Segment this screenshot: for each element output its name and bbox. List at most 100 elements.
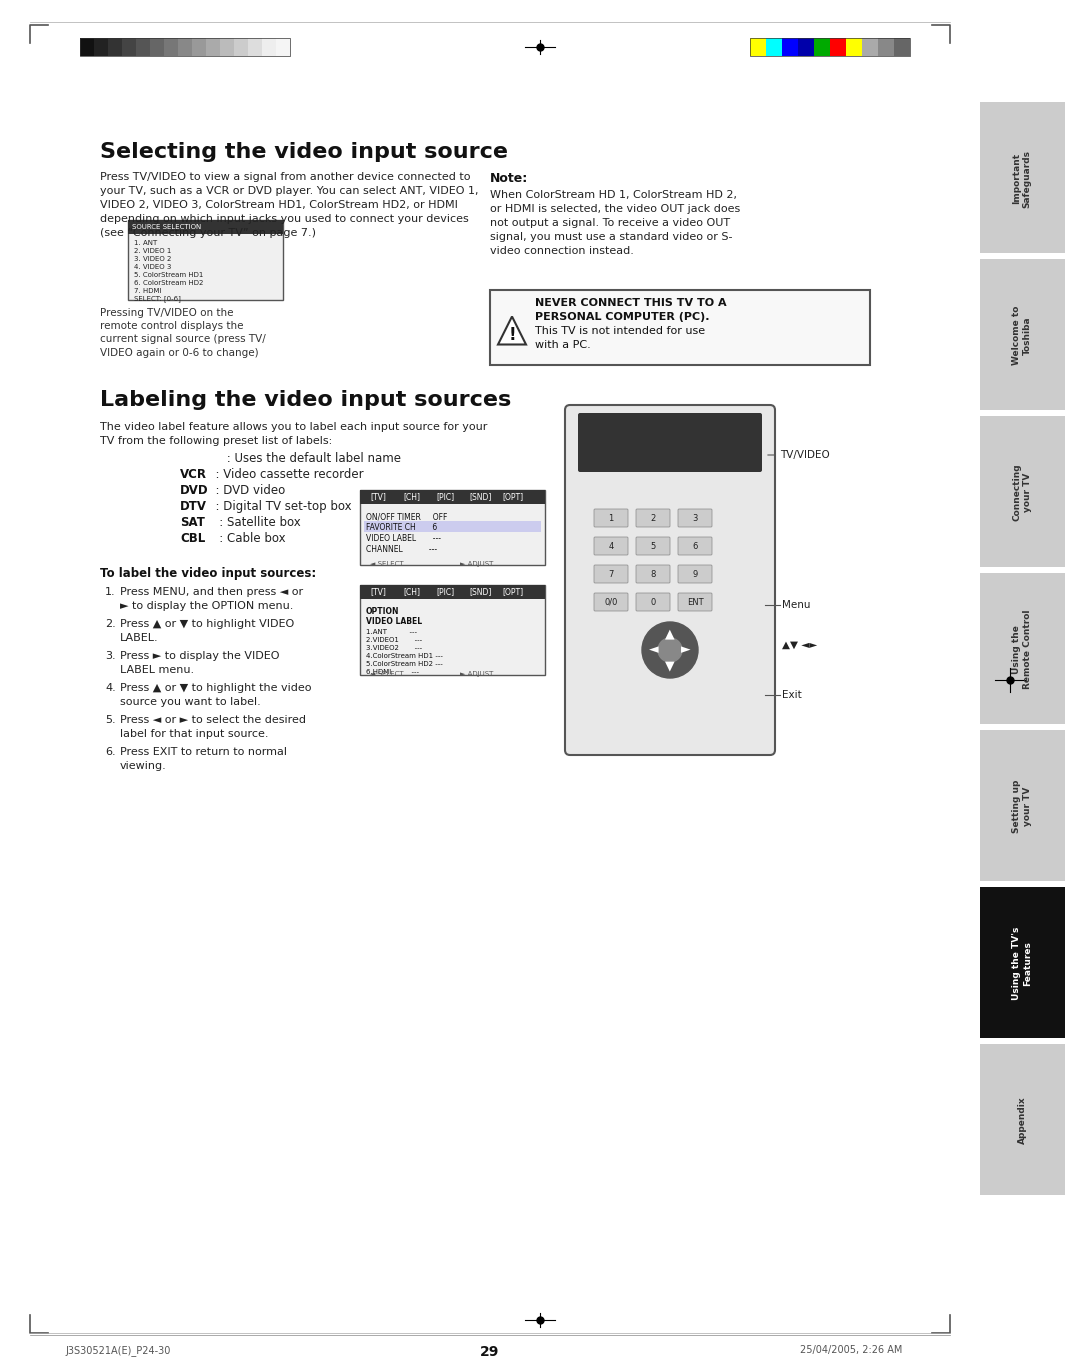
Bar xyxy=(862,38,878,56)
Text: 3: 3 xyxy=(692,514,698,522)
Bar xyxy=(122,38,136,56)
Bar xyxy=(129,221,283,234)
Polygon shape xyxy=(498,316,526,344)
Text: Pressing TV/VIDEO on the
remote control displays the
current signal source (pres: Pressing TV/VIDEO on the remote control … xyxy=(100,308,266,358)
Bar xyxy=(360,490,545,504)
Bar xyxy=(831,38,846,56)
Text: ► ADJUST: ► ADJUST xyxy=(460,671,494,677)
Text: ENT: ENT xyxy=(687,597,703,607)
Bar xyxy=(108,38,122,56)
Text: [SND]: [SND] xyxy=(469,492,491,501)
Bar xyxy=(798,38,814,56)
Text: 5.: 5. xyxy=(105,715,116,725)
Text: 3.: 3. xyxy=(105,651,116,660)
Bar xyxy=(980,730,1065,881)
FancyBboxPatch shape xyxy=(636,564,670,584)
Bar xyxy=(980,886,1065,1038)
Bar xyxy=(94,38,108,56)
FancyBboxPatch shape xyxy=(594,510,627,527)
Text: Connecting
your TV: Connecting your TV xyxy=(1012,463,1031,522)
Text: 0/0: 0/0 xyxy=(605,597,618,607)
Text: 6.HDMI         ---: 6.HDMI --- xyxy=(366,669,419,675)
Text: NEVER CONNECT THIS TV TO A
PERSONAL COMPUTER (PC).: NEVER CONNECT THIS TV TO A PERSONAL COMP… xyxy=(535,299,727,322)
Text: [SND]: [SND] xyxy=(469,588,491,596)
FancyBboxPatch shape xyxy=(565,406,775,755)
Text: : Video cassette recorder: : Video cassette recorder xyxy=(208,469,364,481)
Bar xyxy=(360,585,545,675)
Text: Appendix: Appendix xyxy=(1017,1097,1026,1144)
Text: CHANNEL           ---: CHANNEL --- xyxy=(366,545,437,553)
Text: J3S30521A(E)_P24-30: J3S30521A(E)_P24-30 xyxy=(65,1345,171,1356)
Bar xyxy=(206,38,220,56)
Text: TV/VIDEO: TV/VIDEO xyxy=(768,449,829,460)
Text: Labeling the video input sources: Labeling the video input sources xyxy=(100,390,511,410)
Text: 2.VIDEO1       ---: 2.VIDEO1 --- xyxy=(366,637,422,643)
Text: 0: 0 xyxy=(650,597,656,607)
Bar xyxy=(150,38,164,56)
Text: CBL: CBL xyxy=(180,532,205,545)
Text: Press TV/VIDEO to view a signal from another device connected to
your TV, such a: Press TV/VIDEO to view a signal from ano… xyxy=(100,173,478,238)
Text: : Cable box: : Cable box xyxy=(208,532,285,545)
Text: [PIC]: [PIC] xyxy=(436,588,454,596)
Text: The video label feature allows you to label each input source for your
TV from t: The video label feature allows you to la… xyxy=(100,422,487,447)
Text: 1. ANT: 1. ANT xyxy=(134,240,158,247)
Bar xyxy=(136,38,150,56)
Text: [PIC]: [PIC] xyxy=(436,492,454,501)
Text: Setting up
your TV: Setting up your TV xyxy=(1012,780,1031,833)
Bar xyxy=(234,38,248,56)
Text: ON/OFF TIMER     OFF: ON/OFF TIMER OFF xyxy=(366,512,447,521)
Bar xyxy=(80,38,291,56)
Text: 5.ColorStream HD2 ---: 5.ColorStream HD2 --- xyxy=(366,660,443,667)
Text: : Satellite box: : Satellite box xyxy=(208,516,300,529)
Bar xyxy=(846,38,862,56)
Text: To label the video input sources:: To label the video input sources: xyxy=(100,567,316,580)
Bar xyxy=(894,38,910,56)
Text: [CH]: [CH] xyxy=(403,492,420,501)
Text: 6.: 6. xyxy=(105,747,116,758)
Text: : DVD video: : DVD video xyxy=(208,484,285,497)
Text: ▲▼ ◄►: ▲▼ ◄► xyxy=(782,640,818,649)
Bar xyxy=(814,38,831,56)
Text: 2. VIDEO 1: 2. VIDEO 1 xyxy=(134,248,172,253)
Text: 29: 29 xyxy=(481,1345,500,1359)
Bar xyxy=(178,38,192,56)
FancyBboxPatch shape xyxy=(636,593,670,611)
Text: When ColorStream HD 1, ColorStream HD 2,
or HDMI is selected, the video OUT jack: When ColorStream HD 1, ColorStream HD 2,… xyxy=(490,190,740,256)
Text: ◄ SELECT: ◄ SELECT xyxy=(370,671,404,677)
Text: ◄: ◄ xyxy=(649,644,659,656)
Text: : Uses the default label name: : Uses the default label name xyxy=(208,452,401,464)
Bar xyxy=(766,38,782,56)
Text: 4.ColorStream HD1 ---: 4.ColorStream HD1 --- xyxy=(366,653,443,659)
Text: 4: 4 xyxy=(608,541,613,551)
FancyBboxPatch shape xyxy=(594,537,627,555)
Text: [CH]: [CH] xyxy=(403,588,420,596)
Text: !: ! xyxy=(509,326,516,344)
Text: : Digital TV set-top box: : Digital TV set-top box xyxy=(208,500,352,512)
Text: Press ▲ or ▼ to highlight VIDEO
LABEL.: Press ▲ or ▼ to highlight VIDEO LABEL. xyxy=(120,619,294,643)
Text: SELECT: [0-6]: SELECT: [0-6] xyxy=(134,295,180,301)
FancyBboxPatch shape xyxy=(578,412,762,473)
FancyBboxPatch shape xyxy=(594,564,627,584)
Bar xyxy=(980,101,1065,253)
Text: Note:: Note: xyxy=(490,173,528,185)
Bar xyxy=(360,585,545,599)
Text: Important
Safeguards: Important Safeguards xyxy=(1012,149,1031,207)
Bar xyxy=(750,38,766,56)
Bar xyxy=(878,38,894,56)
Bar xyxy=(262,38,276,56)
Text: ▲: ▲ xyxy=(665,627,675,641)
Text: Using the TV's
Features: Using the TV's Features xyxy=(1012,927,1031,1000)
Bar xyxy=(750,38,910,56)
Text: VIDEO LABEL       ---: VIDEO LABEL --- xyxy=(366,534,441,543)
Text: Exit: Exit xyxy=(782,690,801,700)
Text: Press ► to display the VIDEO
LABEL menu.: Press ► to display the VIDEO LABEL menu. xyxy=(120,651,280,675)
Bar xyxy=(129,221,283,300)
Text: SAT: SAT xyxy=(180,516,205,529)
Text: This TV is not intended for use
with a PC.: This TV is not intended for use with a P… xyxy=(535,326,705,349)
Text: 3. VIDEO 2: 3. VIDEO 2 xyxy=(134,256,172,262)
Text: 5. ColorStream HD1: 5. ColorStream HD1 xyxy=(134,273,203,278)
Text: Press ◄ or ► to select the desired
label for that input source.: Press ◄ or ► to select the desired label… xyxy=(120,715,306,738)
Bar xyxy=(364,521,541,532)
Bar xyxy=(980,259,1065,410)
Text: 5: 5 xyxy=(650,541,656,551)
